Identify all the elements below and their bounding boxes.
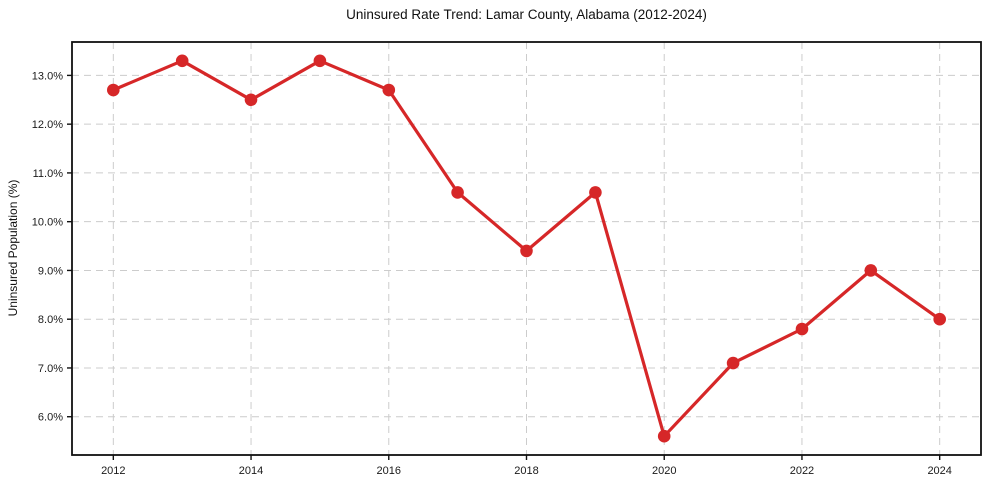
data-point-marker (657, 429, 671, 443)
data-point-marker (864, 264, 878, 277)
x-tick-label: 2016 (377, 465, 401, 477)
y-tick-label: 10.0% (32, 217, 63, 229)
y-tick-label: 11.0% (33, 168, 64, 180)
data-point-marker (520, 244, 533, 258)
y-tick-label: 12.0% (32, 119, 63, 131)
x-tick-label: 2014 (239, 465, 263, 477)
data-point-marker (726, 356, 740, 370)
chart-title: Uninsured Rate Trend: Lamar County, Alab… (346, 7, 707, 22)
data-point-marker (107, 83, 120, 97)
plot-frame (71, 41, 982, 456)
data-point-marker (451, 186, 464, 199)
x-tick-label: 2012 (101, 465, 125, 477)
x-tick-label: 2018 (514, 465, 538, 477)
data-point-marker (382, 83, 396, 97)
x-tick-label: 2022 (790, 465, 814, 477)
y-tick-label: 8.0% (38, 314, 63, 326)
data-point-marker (175, 54, 189, 68)
data-point-marker (795, 322, 809, 336)
data-point-marker (589, 186, 602, 199)
data-point-marker (244, 93, 258, 107)
y-tick-label: 6.0% (38, 412, 63, 424)
x-tick-label: 2020 (652, 465, 676, 477)
data-point-marker (933, 312, 946, 326)
y-tick-label: 9.0% (38, 265, 63, 277)
y-tick-label: 7.0% (38, 363, 63, 375)
data-point-marker (313, 54, 327, 68)
x-tick-label: 2024 (927, 465, 951, 477)
y-tick-label: 13.0% (32, 70, 63, 82)
